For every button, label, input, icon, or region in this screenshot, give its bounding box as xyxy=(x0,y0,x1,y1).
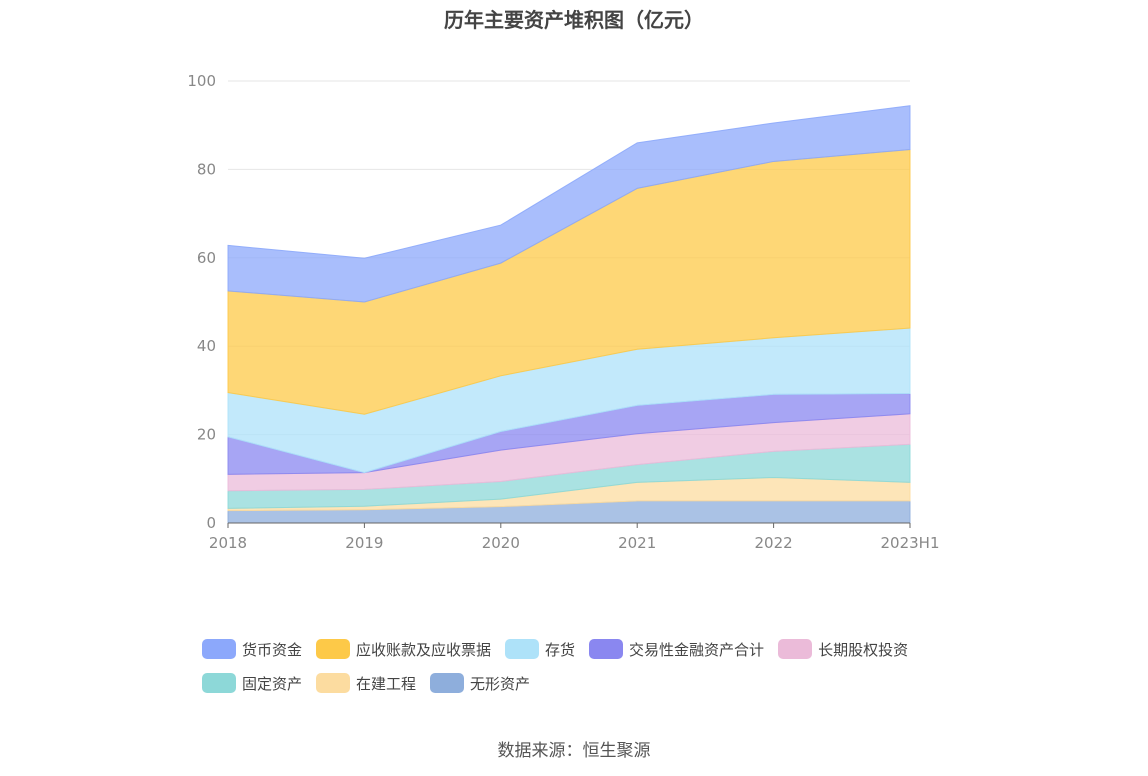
x-tick-label: 2023H1 xyxy=(881,534,940,552)
x-tick-label: 2022 xyxy=(755,534,793,552)
legend-swatch xyxy=(202,673,236,693)
area-series-7 xyxy=(227,105,911,303)
legend-item[interactable]: 固定资产 xyxy=(202,672,302,694)
legend-swatch xyxy=(430,673,465,693)
legend-item[interactable]: 无形资产 xyxy=(430,672,530,694)
x-tick-label: 2021 xyxy=(618,534,656,552)
legend-item[interactable]: 交易性金融资产合计 xyxy=(589,638,764,660)
y-tick-label: 80 xyxy=(197,160,216,178)
legend-label: 货币资金 xyxy=(242,640,303,659)
legend-swatch xyxy=(316,673,351,693)
axes: 0 20 40 60 80 100 2018 2019 2020 2021 2022 2023H1 xyxy=(187,72,939,552)
legend-swatch xyxy=(589,639,624,659)
legend-label: 应收账款及应收票据 xyxy=(356,640,492,659)
legend-label: 无形资产 xyxy=(470,674,531,693)
legend-swatch xyxy=(505,639,540,659)
legend-swatch xyxy=(778,639,813,659)
legend-item[interactable]: 货币资金 xyxy=(202,638,302,660)
y-tick-label: 20 xyxy=(197,426,216,444)
legend-item[interactable]: 应收账款及应收票据 xyxy=(316,638,491,660)
chart-title: 历年主要资产堆积图（亿元） xyxy=(444,8,704,32)
x-tick-label: 2018 xyxy=(209,534,247,552)
legend-label: 长期股权投资 xyxy=(818,640,909,659)
legend-swatch xyxy=(316,639,351,659)
y-tick-label: 100 xyxy=(187,72,216,90)
y-tick-label: 0 xyxy=(206,514,216,532)
x-tick-label: 2019 xyxy=(345,534,383,552)
legend-label: 在建工程 xyxy=(356,674,417,693)
legend-label: 存货 xyxy=(545,640,576,659)
y-tick-label: 60 xyxy=(197,249,216,267)
data-source: 数据来源：恒生聚源 xyxy=(497,741,651,761)
chart-area: 0 20 40 60 80 100 2018 2019 2020 2021 2022 2023H1 xyxy=(187,72,939,552)
legend-item[interactable]: 存货 xyxy=(505,638,575,660)
stacked-areas xyxy=(227,105,911,524)
legend-item[interactable]: 长期股权投资 xyxy=(778,638,908,660)
legend: 货币资金 应收账款及应收票据 存货 交易性金融资产合计 长期股权投资固定资产 在建工程 无形… xyxy=(202,638,962,694)
y-tick-label: 40 xyxy=(197,337,216,355)
x-tick-label: 2020 xyxy=(482,534,520,552)
legend-item[interactable]: 在建工程 xyxy=(316,672,416,694)
legend-label: 交易性金融资产合计 xyxy=(629,640,765,659)
legend-label: 固定资产 xyxy=(242,674,303,693)
legend-swatch xyxy=(202,639,236,659)
